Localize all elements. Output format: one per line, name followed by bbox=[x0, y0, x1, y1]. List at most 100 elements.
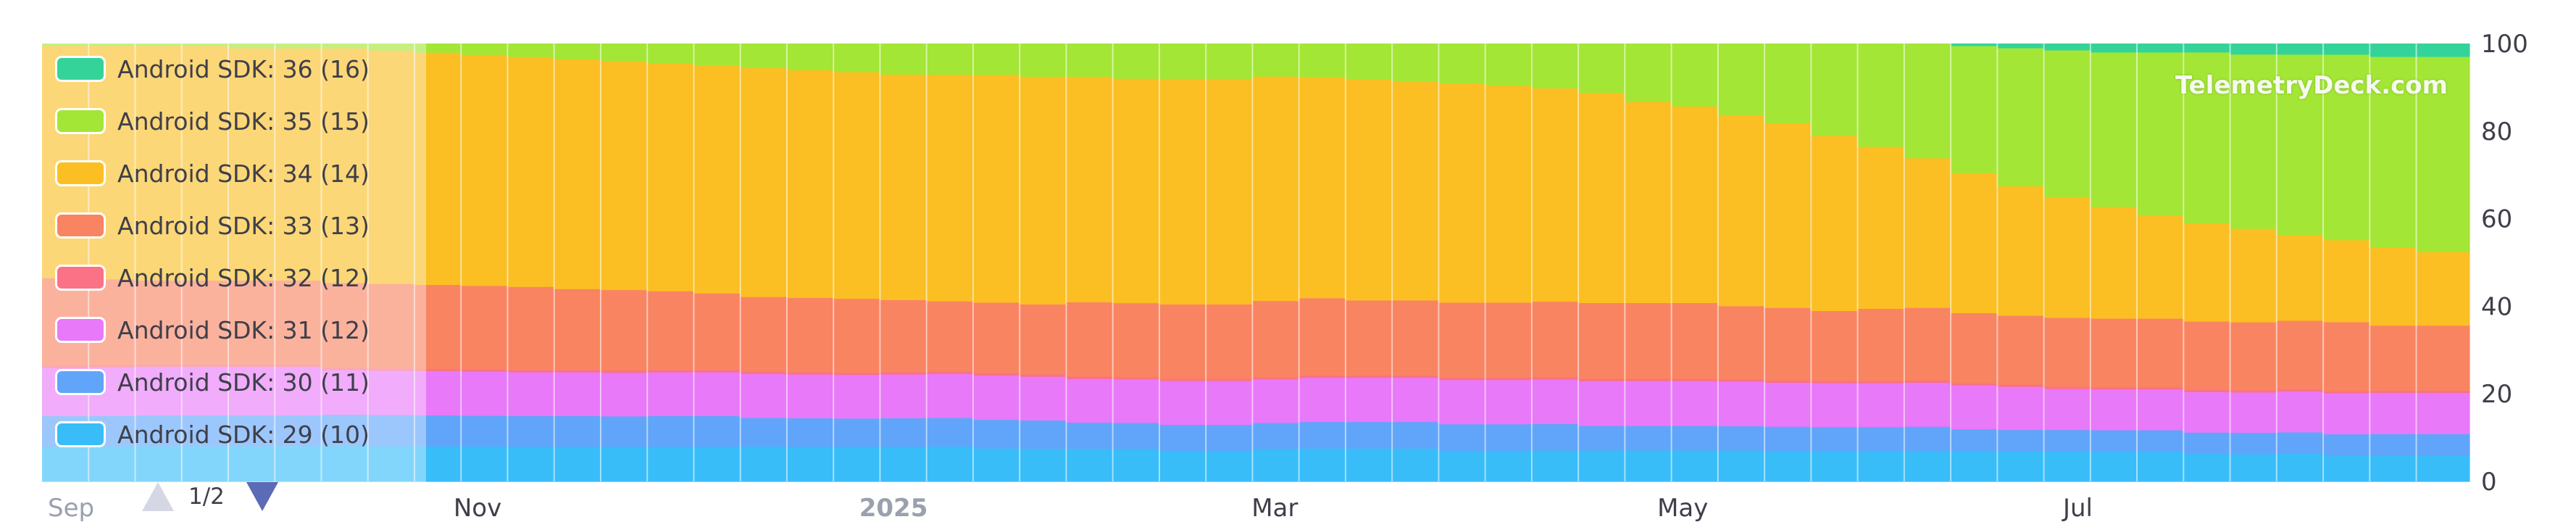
area-segment[interactable] bbox=[2230, 228, 2277, 323]
area-segment[interactable] bbox=[1671, 381, 1719, 426]
area-segment[interactable] bbox=[926, 44, 974, 75]
area-segment[interactable] bbox=[833, 44, 881, 72]
area-segment[interactable] bbox=[1904, 44, 1951, 159]
area-segment[interactable] bbox=[740, 373, 788, 418]
area-segment[interactable] bbox=[972, 375, 1020, 420]
area-segment[interactable] bbox=[880, 446, 928, 482]
area-segment[interactable] bbox=[2276, 320, 2324, 390]
area-segment[interactable] bbox=[647, 63, 695, 291]
area-segment[interactable] bbox=[414, 52, 462, 286]
area-segment[interactable] bbox=[2183, 432, 2231, 455]
area-segment[interactable] bbox=[1764, 382, 1812, 427]
area-segment[interactable] bbox=[1811, 44, 1859, 136]
area-segment[interactable] bbox=[88, 446, 136, 482]
area-segment[interactable] bbox=[461, 446, 509, 482]
area-segment[interactable] bbox=[2043, 44, 2091, 51]
area-segment[interactable] bbox=[2369, 392, 2417, 434]
area-segment[interactable] bbox=[1578, 381, 1625, 426]
area-segment[interactable] bbox=[740, 371, 788, 374]
area-segment[interactable] bbox=[1020, 304, 1067, 375]
area-segment[interactable] bbox=[1857, 383, 1905, 428]
area-segment[interactable] bbox=[1020, 44, 1067, 77]
area-segment[interactable] bbox=[414, 284, 462, 370]
area-segment[interactable] bbox=[2043, 429, 2091, 452]
area-segment[interactable] bbox=[2369, 434, 2417, 456]
area-segment[interactable] bbox=[1951, 173, 1998, 314]
area-segment[interactable] bbox=[367, 368, 415, 371]
area-segment[interactable] bbox=[367, 44, 415, 51]
area-segment[interactable] bbox=[2183, 321, 2231, 390]
area-segment[interactable] bbox=[321, 414, 369, 447]
area-segment[interactable] bbox=[1345, 78, 1393, 301]
area-segment[interactable] bbox=[414, 44, 462, 53]
area-segment[interactable] bbox=[181, 415, 229, 447]
area-segment[interactable] bbox=[833, 372, 881, 376]
area-segment[interactable] bbox=[181, 364, 229, 367]
area-segment[interactable] bbox=[1857, 450, 1905, 482]
area-segment[interactable] bbox=[880, 44, 928, 75]
area-segment[interactable] bbox=[2183, 392, 2231, 433]
area-segment[interactable] bbox=[1904, 426, 1951, 452]
area-segment[interactable] bbox=[367, 415, 415, 447]
area-segment[interactable] bbox=[647, 415, 695, 447]
area-segment[interactable] bbox=[1345, 421, 1393, 449]
area-segment[interactable] bbox=[275, 280, 322, 365]
legend-item[interactable]: Android SDK: 29 (10) bbox=[55, 416, 370, 452]
area-segment[interactable] bbox=[1764, 307, 1812, 381]
area-segment[interactable] bbox=[1345, 299, 1393, 376]
area-segment[interactable] bbox=[2137, 389, 2184, 431]
area-segment[interactable] bbox=[1811, 381, 1859, 384]
area-segment[interactable] bbox=[2043, 451, 2091, 482]
area-segment[interactable] bbox=[2416, 455, 2470, 482]
area-segment[interactable] bbox=[1345, 44, 1393, 80]
area-segment[interactable] bbox=[1717, 44, 1765, 115]
area-segment[interactable] bbox=[833, 72, 881, 299]
legend-next-button[interactable] bbox=[242, 479, 283, 514]
area-segment[interactable] bbox=[1485, 450, 1533, 482]
area-segment[interactable] bbox=[2416, 252, 2470, 326]
area-segment[interactable] bbox=[1904, 382, 1951, 427]
area-segment[interactable] bbox=[2137, 318, 2184, 388]
area-segment[interactable] bbox=[833, 418, 881, 447]
area-segment[interactable] bbox=[321, 44, 369, 49]
area-segment[interactable] bbox=[2323, 391, 2370, 394]
area-segment[interactable] bbox=[1020, 448, 1067, 482]
area-segment[interactable] bbox=[2369, 56, 2417, 248]
area-segment[interactable] bbox=[786, 374, 834, 419]
area-segment[interactable] bbox=[786, 297, 834, 373]
area-segment[interactable] bbox=[972, 419, 1020, 449]
area-segment[interactable] bbox=[554, 44, 601, 59]
area-segment[interactable] bbox=[414, 368, 462, 372]
area-segment[interactable] bbox=[2416, 392, 2470, 434]
area-segment[interactable] bbox=[1904, 307, 1951, 381]
area-segment[interactable] bbox=[1997, 384, 2045, 387]
legend-item[interactable]: Android SDK: 33 (13) bbox=[55, 207, 370, 244]
area-segment[interactable] bbox=[1531, 88, 1579, 302]
area-segment[interactable] bbox=[2416, 390, 2470, 394]
area-segment[interactable] bbox=[1206, 450, 1254, 482]
area-segment[interactable] bbox=[1625, 450, 1672, 482]
area-segment[interactable] bbox=[88, 44, 136, 46]
area-segment[interactable] bbox=[1345, 448, 1393, 482]
area-segment[interactable] bbox=[135, 280, 183, 365]
area-segment[interactable] bbox=[42, 446, 89, 482]
area-segment[interactable] bbox=[42, 44, 89, 46]
area-segment[interactable] bbox=[461, 44, 509, 55]
area-segment[interactable] bbox=[1997, 429, 2045, 452]
area-segment[interactable] bbox=[135, 366, 183, 416]
area-segment[interactable] bbox=[414, 370, 462, 416]
area-segment[interactable] bbox=[2090, 44, 2138, 53]
area-segment[interactable] bbox=[2183, 389, 2231, 392]
area-segment[interactable] bbox=[1159, 424, 1206, 452]
area-segment[interactable] bbox=[88, 365, 136, 368]
area-segment[interactable] bbox=[2090, 429, 2138, 452]
area-segment[interactable] bbox=[321, 367, 369, 370]
area-segment[interactable] bbox=[135, 446, 183, 482]
area-segment[interactable] bbox=[1206, 381, 1254, 426]
area-segment[interactable] bbox=[135, 415, 183, 447]
area-segment[interactable] bbox=[1392, 44, 1439, 82]
area-segment[interactable] bbox=[275, 48, 322, 281]
area-segment[interactable] bbox=[2090, 389, 2138, 431]
area-segment[interactable] bbox=[1531, 301, 1579, 378]
area-segment[interactable] bbox=[507, 369, 555, 373]
